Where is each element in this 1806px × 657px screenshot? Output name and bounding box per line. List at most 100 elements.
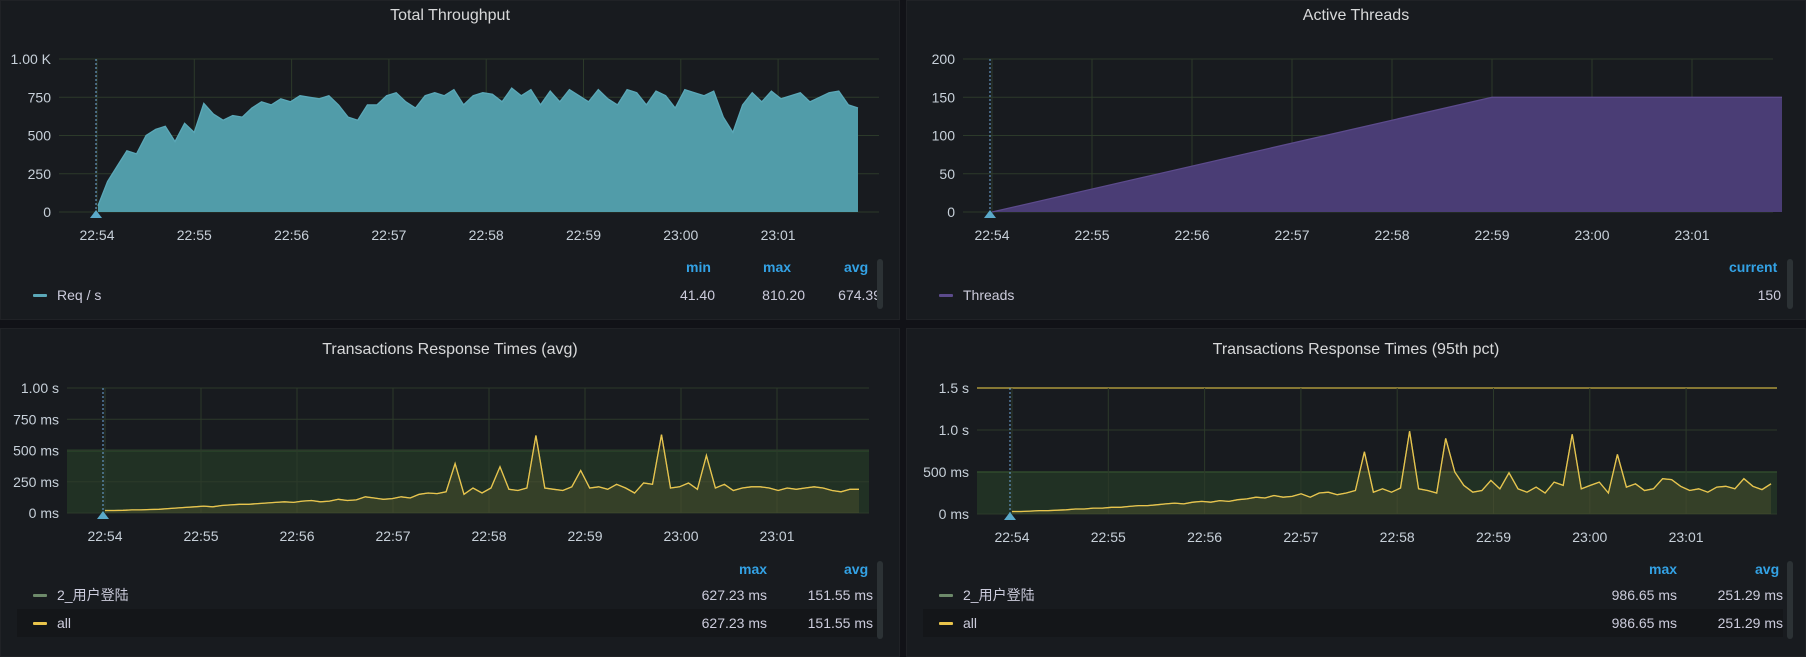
threads-chart[interactable]: 0 50 100 150 200 22:54 22:55 22:56 22:57 22:58 22:… — [907, 1, 1806, 251]
legend-header-max[interactable]: max — [1649, 561, 1678, 577]
legend-header-current[interactable]: current — [1729, 259, 1778, 275]
x-tick-label: 22:56 — [274, 227, 309, 243]
legend-header-min[interactable]: min — [686, 259, 711, 275]
annotation-marker — [90, 210, 102, 218]
series-line — [105, 434, 859, 512]
series-name: all — [57, 615, 72, 631]
y-tick-label: 750 ms — [13, 411, 59, 427]
x-tick-label: 22:59 — [567, 528, 602, 544]
legend-scrollbar[interactable] — [877, 259, 883, 309]
y-tick-label: 500 ms — [923, 464, 969, 480]
series-swatch — [33, 294, 47, 297]
x-tick-label: 22:59 — [1476, 529, 1511, 545]
legend-current: 150 — [1757, 287, 1781, 303]
panel-active-threads: Active Threads 0 50 100 150 200 22:54 22:55 22:… — [906, 0, 1806, 320]
legend-min: 41.40 — [679, 287, 715, 303]
x-tick-label: 23:00 — [663, 227, 698, 243]
series-name: all — [963, 615, 978, 631]
x-tick-label: 22:57 — [371, 227, 406, 243]
x-tick-label: 22:55 — [1091, 529, 1126, 545]
x-tick-label: 22:54 — [87, 528, 122, 544]
x-tick-label: 22:58 — [1374, 227, 1409, 243]
annotation-marker — [97, 511, 109, 519]
throughput-chart[interactable]: 0 250 500 750 1.00 K 22:54 22:55 22:56 22:57 22:5… — [1, 1, 901, 251]
x-tick-label: 23:00 — [1574, 227, 1609, 243]
legend-row[interactable]: 2_用户登陆 627.23 ms 151.55 ms — [17, 581, 877, 609]
x-tick-label: 22:54 — [994, 529, 1029, 545]
x-tick-label: 22:57 — [375, 528, 410, 544]
series-line — [97, 87, 859, 206]
series-swatch — [939, 622, 953, 625]
series-swatch — [33, 594, 47, 597]
response-95th-chart[interactable]: 0 ms 500 ms 1.0 s 1.5 s 22:54 22:55 22:56 22:57… — [907, 329, 1806, 559]
y-tick-label: 100 — [932, 128, 956, 144]
panel-title[interactable]: Transactions Response Times (avg) — [322, 341, 578, 358]
panel-title[interactable]: Transactions Response Times (95th pct) — [1212, 341, 1500, 358]
legend-scrollbar[interactable] — [1787, 259, 1793, 309]
series-name: 2_用户登陆 — [57, 587, 129, 603]
y-tick-label: 1.0 s — [939, 422, 969, 438]
series-swatch — [939, 294, 953, 297]
x-tick-label: 23:01 — [1674, 227, 1709, 243]
response-avg-chart[interactable]: 0 ms 250 ms 500 ms 750 ms 1.00 s 22:54 22:55 22… — [1, 329, 901, 559]
x-tick-label: 23:00 — [1572, 529, 1607, 545]
panel-title[interactable]: Active Threads — [1302, 7, 1410, 24]
series-line — [1012, 431, 1772, 513]
x-tick-label: 22:56 — [1187, 529, 1222, 545]
y-tick-label: 1.00 K — [11, 51, 52, 67]
legend-header-avg[interactable]: avg — [844, 259, 869, 275]
x-tick-label: 22:58 — [469, 227, 504, 243]
x-tick-label: 22:54 — [79, 227, 114, 243]
legend-avg: 251.29 ms — [1717, 587, 1783, 603]
y-tick-label: 0 ms — [939, 506, 969, 522]
series-area — [992, 97, 1782, 212]
y-tick-label: 200 — [932, 51, 956, 67]
legend-header-avg[interactable]: avg — [1755, 561, 1780, 577]
panel-title[interactable]: Total Throughput — [390, 7, 510, 24]
y-tick-label: 150 — [932, 89, 956, 105]
y-tick-label: 1.00 s — [21, 380, 59, 396]
series-name: Req / s — [57, 287, 102, 303]
x-tick-label: 22:58 — [471, 528, 506, 544]
legend-max: 986.65 ms — [1611, 615, 1677, 631]
series-swatch — [33, 622, 47, 625]
legend-header-avg[interactable]: avg — [844, 561, 869, 577]
series-line — [991, 96, 1782, 213]
legend-header-max[interactable]: max — [763, 259, 792, 275]
legend-max: 810.20 — [762, 287, 805, 303]
y-tick-label: 0 — [43, 204, 51, 220]
legend-avg: 151.55 ms — [807, 615, 873, 631]
y-tick-label: 250 — [28, 166, 52, 182]
legend-row[interactable]: Threads 150 — [923, 281, 1783, 309]
legend-header-max[interactable]: max — [739, 561, 768, 577]
legend-row[interactable]: 2_用户登陆 986.65 ms 251.29 ms — [923, 581, 1783, 609]
panel-response-times-avg: Transactions Response Times (avg) 0 ms 25… — [0, 328, 900, 657]
legend-scrollbar[interactable] — [877, 561, 883, 639]
x-tick-label: 23:00 — [663, 528, 698, 544]
legend-avg: 251.29 ms — [1717, 615, 1783, 631]
legend-row[interactable]: Req / s 41.40 810.20 674.39 — [17, 281, 881, 309]
x-tick-label: 22:57 — [1283, 529, 1318, 545]
x-tick-label: 22:55 — [1074, 227, 1109, 243]
legend-row[interactable]: all 986.65 ms 251.29 ms — [923, 609, 1783, 637]
y-tick-label: 0 ms — [29, 505, 59, 521]
y-tick-label: 250 ms — [13, 474, 59, 490]
x-tick-label: 22:59 — [566, 227, 601, 243]
annotation-marker — [984, 210, 996, 218]
x-tick-label: 22:55 — [183, 528, 218, 544]
series-area — [105, 434, 859, 513]
legend-row[interactable]: all 627.23 ms 151.55 ms — [17, 609, 877, 637]
panel-response-times-95th: Transactions Response Times (95th pct) 0… — [906, 328, 1806, 657]
y-tick-label: 50 — [939, 166, 955, 182]
series-area — [1012, 431, 1771, 514]
x-tick-label: 22:56 — [1174, 227, 1209, 243]
series-name: Threads — [963, 287, 1015, 303]
y-tick-label: 1.5 s — [939, 380, 969, 396]
series-swatch — [939, 594, 953, 597]
series-name: 2_用户登陆 — [963, 587, 1035, 603]
x-tick-label: 22:56 — [279, 528, 314, 544]
x-tick-label: 23:01 — [759, 528, 794, 544]
legend-scrollbar[interactable] — [1787, 561, 1793, 639]
legend-max: 627.23 ms — [701, 587, 767, 603]
legend-max: 986.65 ms — [1611, 587, 1677, 603]
